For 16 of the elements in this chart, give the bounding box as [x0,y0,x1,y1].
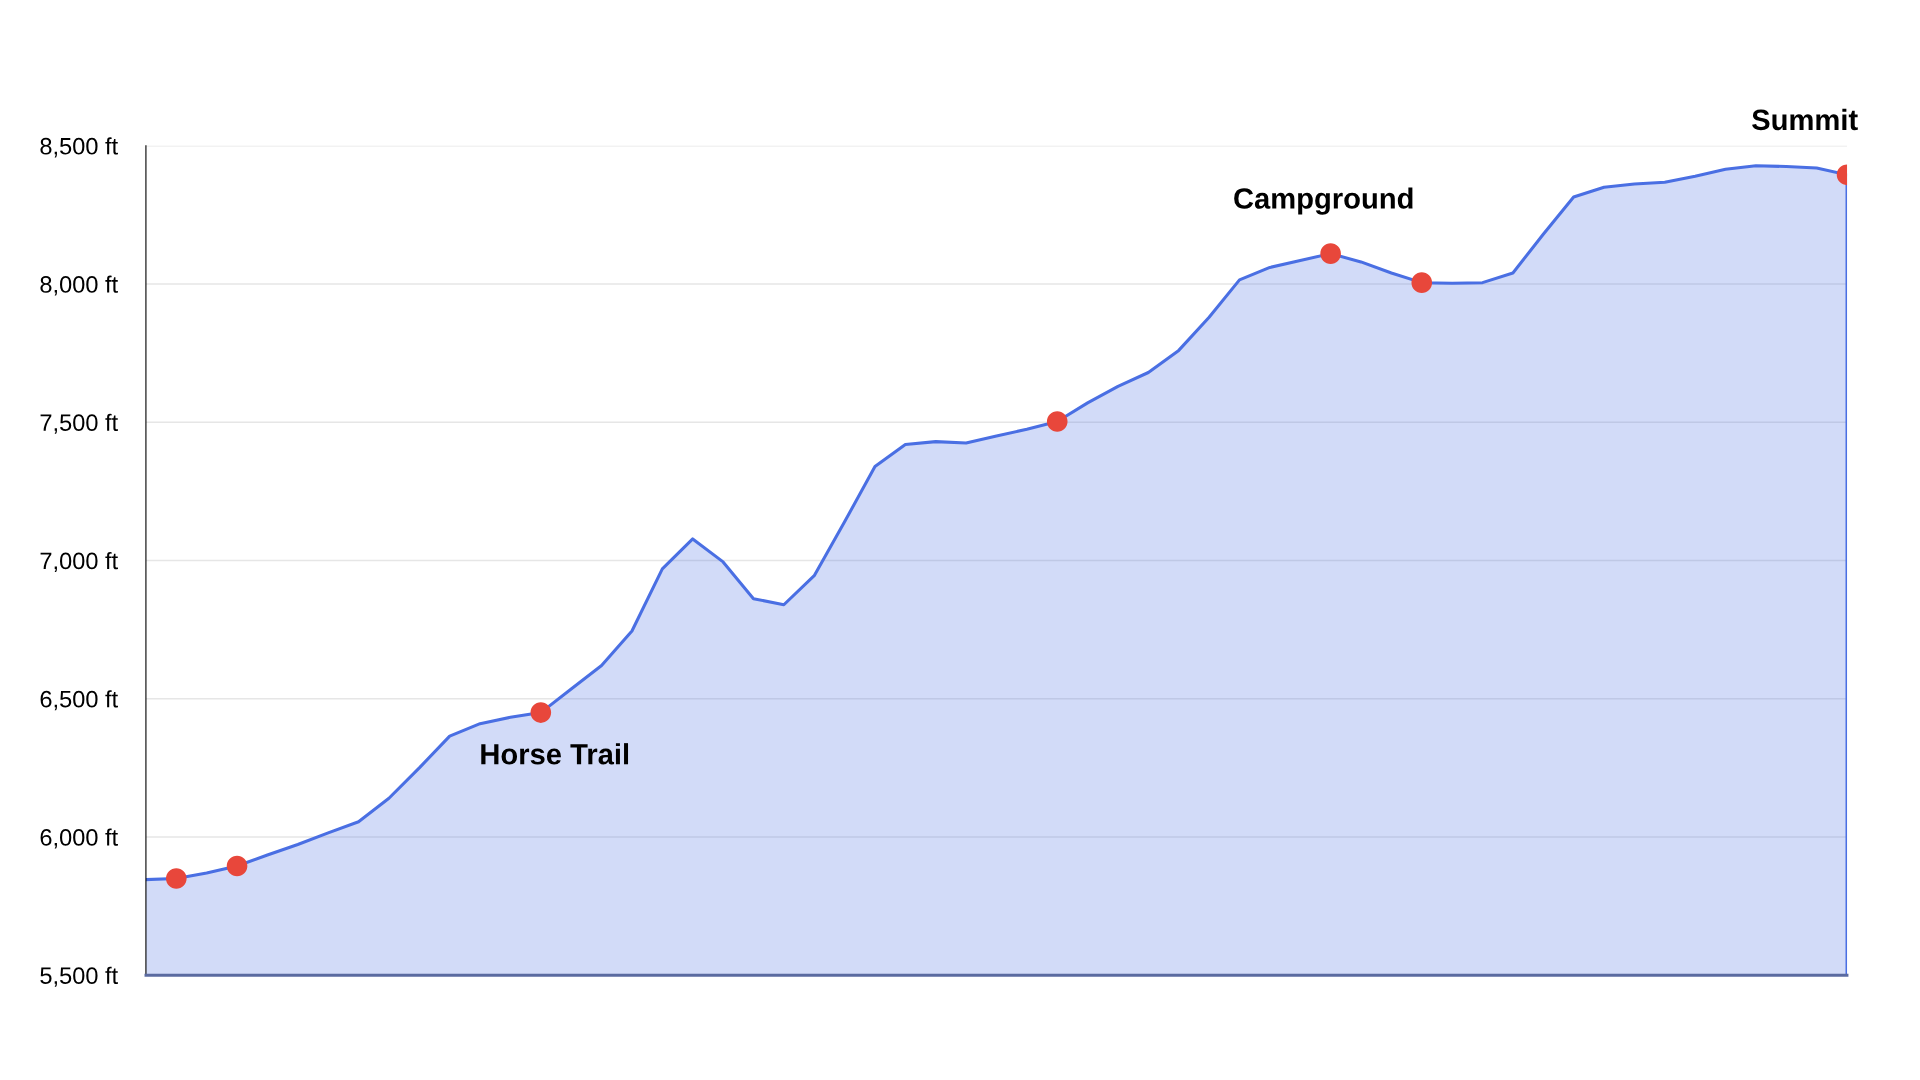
y-tick-label: 7,500 ft [40,413,118,434]
y-tick-label: 6,500 ft [40,690,118,711]
point [530,702,552,723]
point [226,855,248,877]
point [166,868,187,889]
y-tick-label: 6,000 ft [40,828,118,849]
y-tick-label: 8,000 ft [40,275,118,296]
y-tick-label: 5,500 ft [40,966,118,987]
data-label: Summit [1752,108,1858,131]
point [1046,411,1068,432]
data-label: Campground [1234,187,1413,215]
data-label: Horse Trail [481,743,629,765]
point [1411,272,1433,293]
y-tick-label: 8,500 ft [40,137,118,158]
y-tick-label: 7,000 ft [40,551,118,573]
point [1320,243,1341,264]
